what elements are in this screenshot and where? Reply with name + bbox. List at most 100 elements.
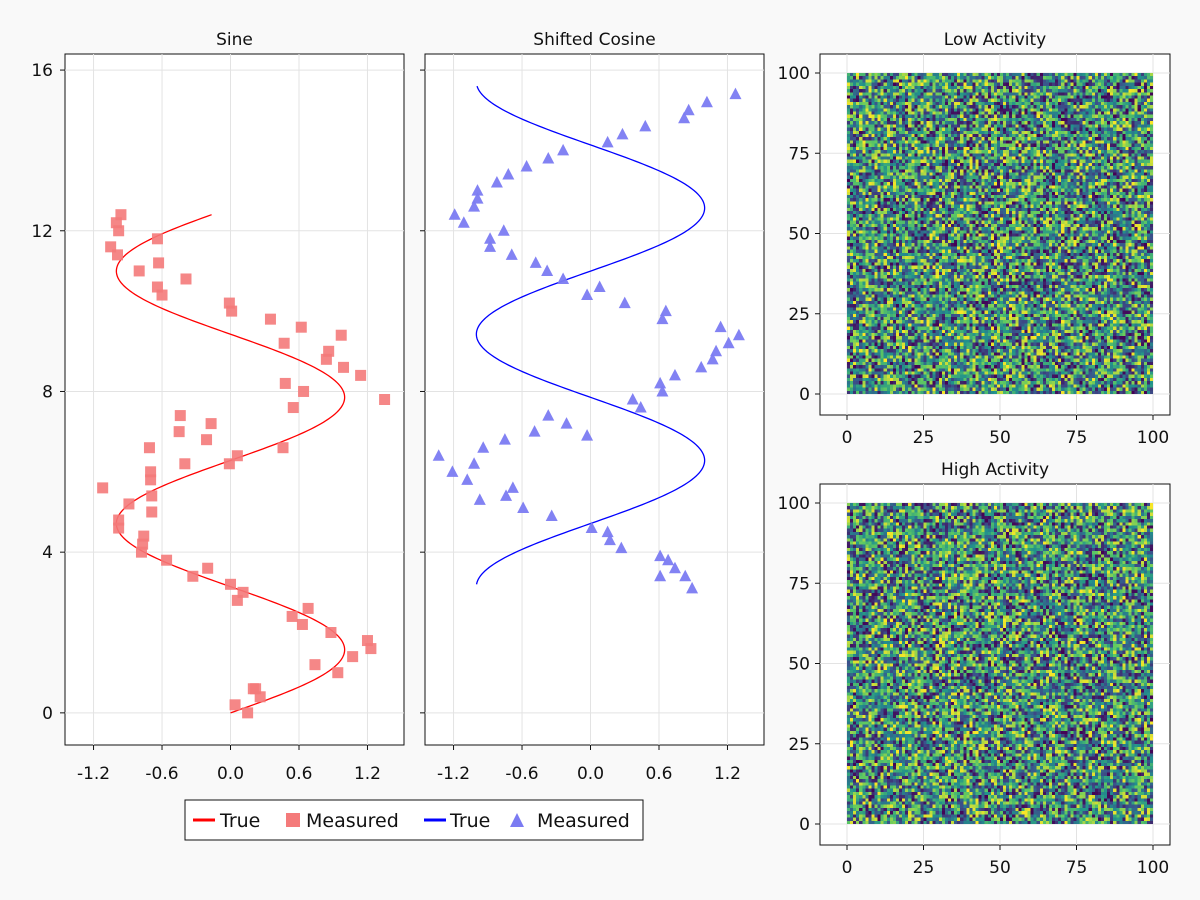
sine-measured-point — [287, 402, 299, 414]
shifted-cosine-grid — [425, 54, 764, 745]
sine-measured-point — [309, 659, 321, 671]
shifted-cosine-xtick-label: 1.2 — [714, 764, 741, 784]
low-activity-heatmap-cells — [847, 73, 1153, 394]
shifted-cosine-measured-point — [615, 541, 628, 554]
shifted-cosine-measured-point — [654, 569, 667, 582]
sine-measured-point — [229, 699, 241, 711]
shifted-cosine-measured-point — [732, 328, 745, 341]
shifted-cosine-measured-point — [581, 429, 594, 441]
sine-measured-point — [279, 377, 291, 389]
shifted-cosine-measured-point — [662, 553, 675, 566]
shifted-cosine-measured-point — [446, 465, 459, 477]
shifted-cosine-measured-point — [706, 352, 719, 365]
sine-measured-point — [97, 482, 109, 494]
high-activity-title: High Activity — [941, 460, 1049, 480]
sine-measured-point — [278, 337, 290, 349]
sine-ticks: -1.2 -0.6 0.0 0.6 1.2 0 4 8 12 16 — [31, 61, 381, 784]
sine-plot-area — [64, 53, 405, 746]
shifted-cosine-measured-point — [581, 288, 594, 301]
sine-measured-point — [112, 249, 124, 261]
shifted-cosine-measured-point — [634, 401, 647, 413]
shifted-cosine-measured-point — [585, 521, 598, 534]
low-activity-ytick-label: 100 — [778, 64, 810, 84]
sine-measured-point — [153, 257, 165, 269]
low-activity-ytick-label: 25 — [788, 305, 810, 325]
shifted-cosine-measured-point — [695, 360, 708, 373]
sine-measured-point — [133, 265, 145, 277]
shifted-cosine-measured-point — [471, 184, 484, 196]
shifted-cosine-measured-point — [500, 489, 513, 501]
sine-measured-point — [225, 578, 237, 590]
shifted-cosine-measured-point — [520, 159, 533, 172]
sine-measured-point — [231, 594, 243, 606]
shifted-cosine-measured-point — [714, 320, 727, 333]
shifted-cosine-xtick-label: 0.0 — [577, 764, 604, 784]
sine-measured-point — [113, 514, 125, 526]
sine-measured-point — [223, 297, 235, 309]
low-activity-xtick-label: 25 — [913, 428, 935, 448]
sine-ytick-label: 8 — [42, 382, 53, 402]
sine-measured-point — [338, 361, 350, 373]
shifted-cosine-measured-point — [461, 473, 474, 485]
sine-measured-point — [202, 562, 214, 574]
shifted-cosine-measured-point — [593, 280, 606, 293]
shifted-cosine-measured-point — [484, 232, 497, 244]
low-activity-ytick-label: 50 — [788, 225, 810, 245]
shifted-cosine-measured-point — [656, 384, 669, 397]
shifted-cosine-xtick-label: -0.6 — [505, 764, 538, 784]
sine-measured-point — [173, 426, 185, 438]
shifted-cosine-measured-point — [601, 135, 614, 148]
sine-xtick-label: 1.2 — [354, 764, 381, 784]
shifted-cosine-measured-point — [654, 376, 667, 389]
low-activity-panel: 0 25 50 75 100 0 25 50 75 100 Low Activity — [778, 30, 1171, 448]
shifted-cosine-measured-point — [668, 561, 681, 574]
sine-title: Sine — [216, 30, 253, 50]
legend-label-measured-red: Measured — [306, 810, 399, 832]
shifted-cosine-measured-point — [541, 264, 554, 276]
shifted-cosine-measured-point — [679, 569, 692, 582]
sine-measured-point — [174, 410, 186, 422]
low-activity-ticks: 0 25 50 75 100 0 25 50 75 100 — [778, 64, 1170, 448]
sine-ytick-label: 4 — [42, 543, 53, 563]
sine-measured-point — [161, 554, 173, 566]
shifted-cosine-measured-point — [682, 103, 695, 116]
sine-xtick-label: 0.0 — [217, 764, 244, 784]
sine-measured-point — [237, 586, 249, 598]
shifted-cosine-measured-point — [457, 216, 470, 228]
shifted-cosine-measured-point — [668, 368, 681, 381]
shifted-cosine-measured-point — [484, 240, 497, 252]
shifted-cosine-measured-point — [502, 168, 515, 180]
shifted-cosine-ticks: -1.2 -0.6 0.0 0.6 1.2 — [420, 69, 741, 784]
sine-measured-point — [201, 434, 213, 446]
shifted-cosine-panel: -1.2 -0.6 0.0 0.6 1.2 Shifted Cosine — [420, 30, 765, 784]
sine-measured-point — [254, 691, 266, 703]
shifted-cosine-measured-point — [710, 344, 723, 357]
shifted-cosine-measured-point — [557, 143, 570, 156]
shifted-cosine-measured-point — [729, 87, 742, 100]
sine-measured-point — [135, 546, 147, 558]
sine-measured-point — [298, 385, 310, 397]
sine-ytick-label: 16 — [31, 61, 53, 81]
sine-measured-point — [264, 313, 276, 325]
shifted-cosine-xtick-label: 0.6 — [645, 764, 672, 784]
shifted-cosine-measured-point — [722, 336, 735, 349]
sine-measured-point — [335, 329, 347, 341]
sine-measured-point — [146, 506, 158, 518]
low-activity-xtick-label: 0 — [842, 428, 853, 448]
sine-measured-point — [156, 289, 168, 301]
sine-measured-point — [180, 273, 192, 285]
sine-measured-point — [277, 442, 289, 454]
sine-measured-point — [205, 418, 217, 430]
sine-measured-point — [113, 522, 125, 534]
sine-measured-point — [145, 474, 157, 486]
legend-label-measured-blue: Measured — [537, 810, 630, 832]
sine-measured-point — [247, 683, 259, 695]
sine-measured-point — [361, 635, 373, 647]
shifted-cosine-measured-point — [517, 501, 530, 513]
sine-measured-point — [115, 209, 127, 221]
sine-measured-point — [123, 498, 135, 510]
shifted-cosine-measured-point — [678, 111, 691, 124]
shifted-cosine-measured-point — [656, 312, 669, 325]
sine-ytick-label: 0 — [42, 704, 53, 724]
